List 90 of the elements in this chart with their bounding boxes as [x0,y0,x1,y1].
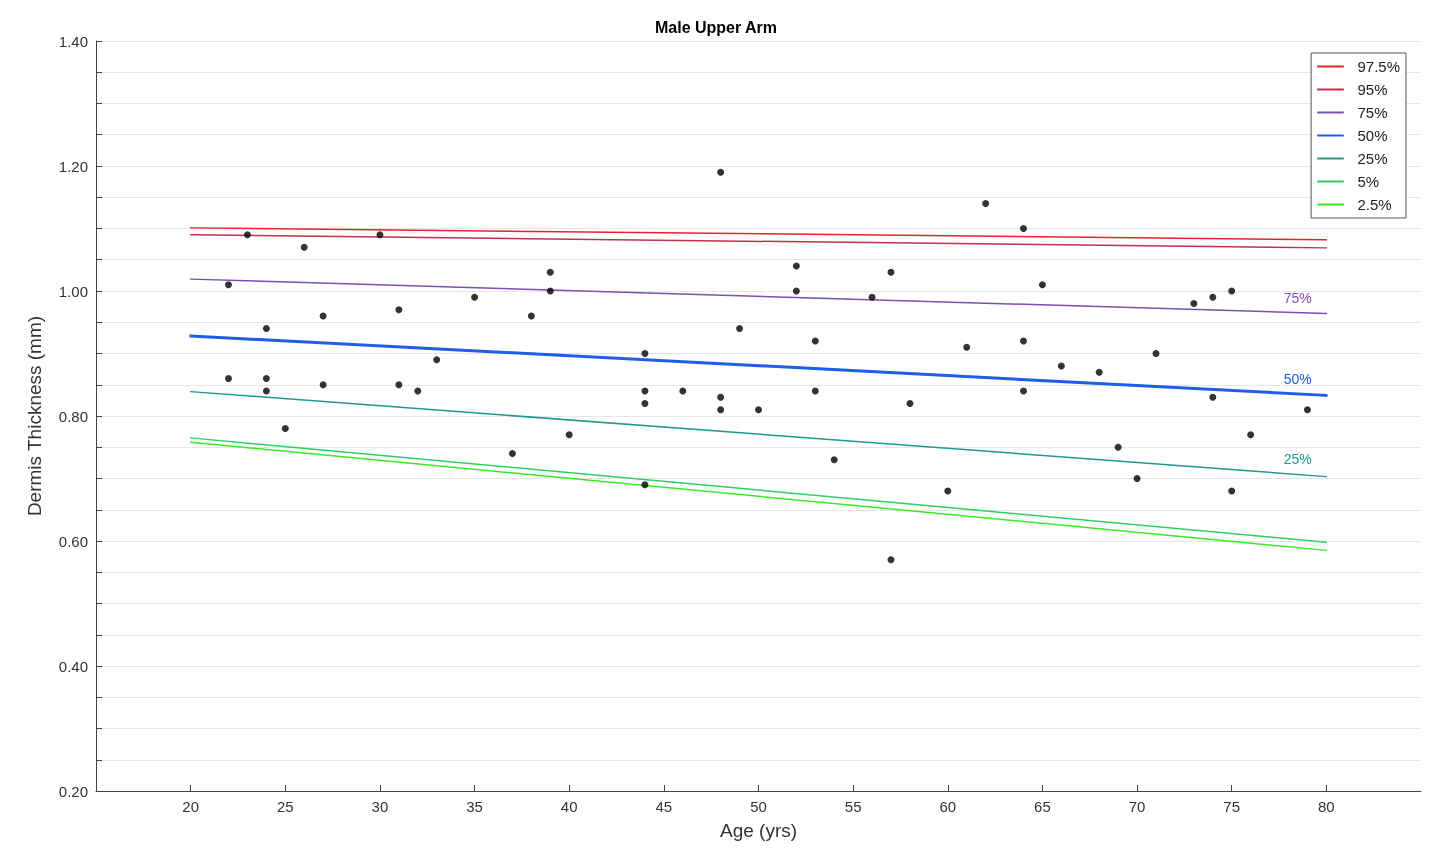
legend-label: 75% [1357,104,1388,121]
point [830,456,838,464]
x-axis-title: Age (yrs) [719,820,798,841]
legend-label: 25% [1357,150,1388,167]
point [225,375,232,382]
point [300,243,308,251]
x-tick-label: 45 [655,798,673,815]
point [319,381,327,389]
point [262,387,270,395]
point [792,262,800,270]
point [262,375,270,382]
point [963,343,971,351]
x-tick-label: 25 [276,798,294,815]
point [262,325,270,332]
y-tick-label: 0.80 [58,407,88,425]
point [1209,293,1217,301]
point [471,293,479,301]
point [527,312,535,320]
x-tick-label: 65 [1034,798,1051,815]
point [811,337,819,345]
point [414,387,422,395]
x-tick-label: 40 [560,798,578,815]
x-tick-label: 35 [466,798,483,815]
point [755,406,762,414]
y-axis-title: Dermis Thickness (mm) [24,315,45,517]
point [546,287,554,295]
point [225,281,232,289]
point [395,306,403,314]
point [1228,287,1236,295]
point [811,387,819,395]
point [641,481,649,489]
y-tick-label: 1.40 [58,32,88,50]
point [1247,431,1255,439]
annotation: 75% [1283,289,1312,306]
point [546,268,554,276]
point [717,168,725,176]
point [717,393,725,401]
y-tick-label: 0.40 [58,657,88,675]
x-tick-label: 30 [371,798,389,815]
point [944,487,952,495]
point [395,381,403,389]
point [376,231,384,239]
point [1038,281,1046,289]
point [1114,443,1122,451]
legend-label: 5% [1357,173,1380,190]
x-tick-label: 70 [1128,798,1146,815]
point [792,287,800,295]
point [1190,300,1198,307]
point [717,406,725,414]
point [1057,362,1065,370]
point [1095,368,1103,376]
point [1209,393,1217,401]
point [982,200,990,207]
point [736,325,744,332]
point [1133,475,1141,482]
x-tick-label: 80 [1318,798,1335,815]
point [641,400,649,407]
point [1020,225,1027,232]
point [1152,350,1160,357]
annotation: 25% [1283,451,1312,468]
legend-label: 50% [1357,127,1388,144]
point [641,350,649,357]
point [1020,387,1027,395]
legend-label: 97.5% [1357,58,1401,75]
x-tick-label: 75 [1223,798,1241,815]
x-tick-label: 55 [844,798,862,815]
point [887,268,895,276]
point [1303,406,1311,414]
point [887,556,895,564]
y-tick-label: 1.20 [58,157,88,175]
y-tick-label: 1.00 [58,282,88,300]
point [868,293,876,301]
y-tick-label: 0.60 [58,532,88,550]
point [243,231,251,239]
point [679,387,687,395]
x-tick-label: 60 [939,798,957,815]
point [281,425,289,432]
point [565,431,573,439]
point [906,400,914,407]
annotation: 50% [1283,370,1312,387]
point [1020,337,1027,345]
point [1228,487,1236,495]
x-tick-label: 20 [182,798,199,815]
chart-title: Male Upper Arm [654,18,778,36]
legend-label: 2.5% [1357,196,1392,213]
y-tick-label: 0.20 [58,782,88,800]
point [433,356,441,364]
legend-label: 95% [1357,81,1388,98]
point [508,450,516,457]
x-tick-label: 50 [750,798,767,815]
